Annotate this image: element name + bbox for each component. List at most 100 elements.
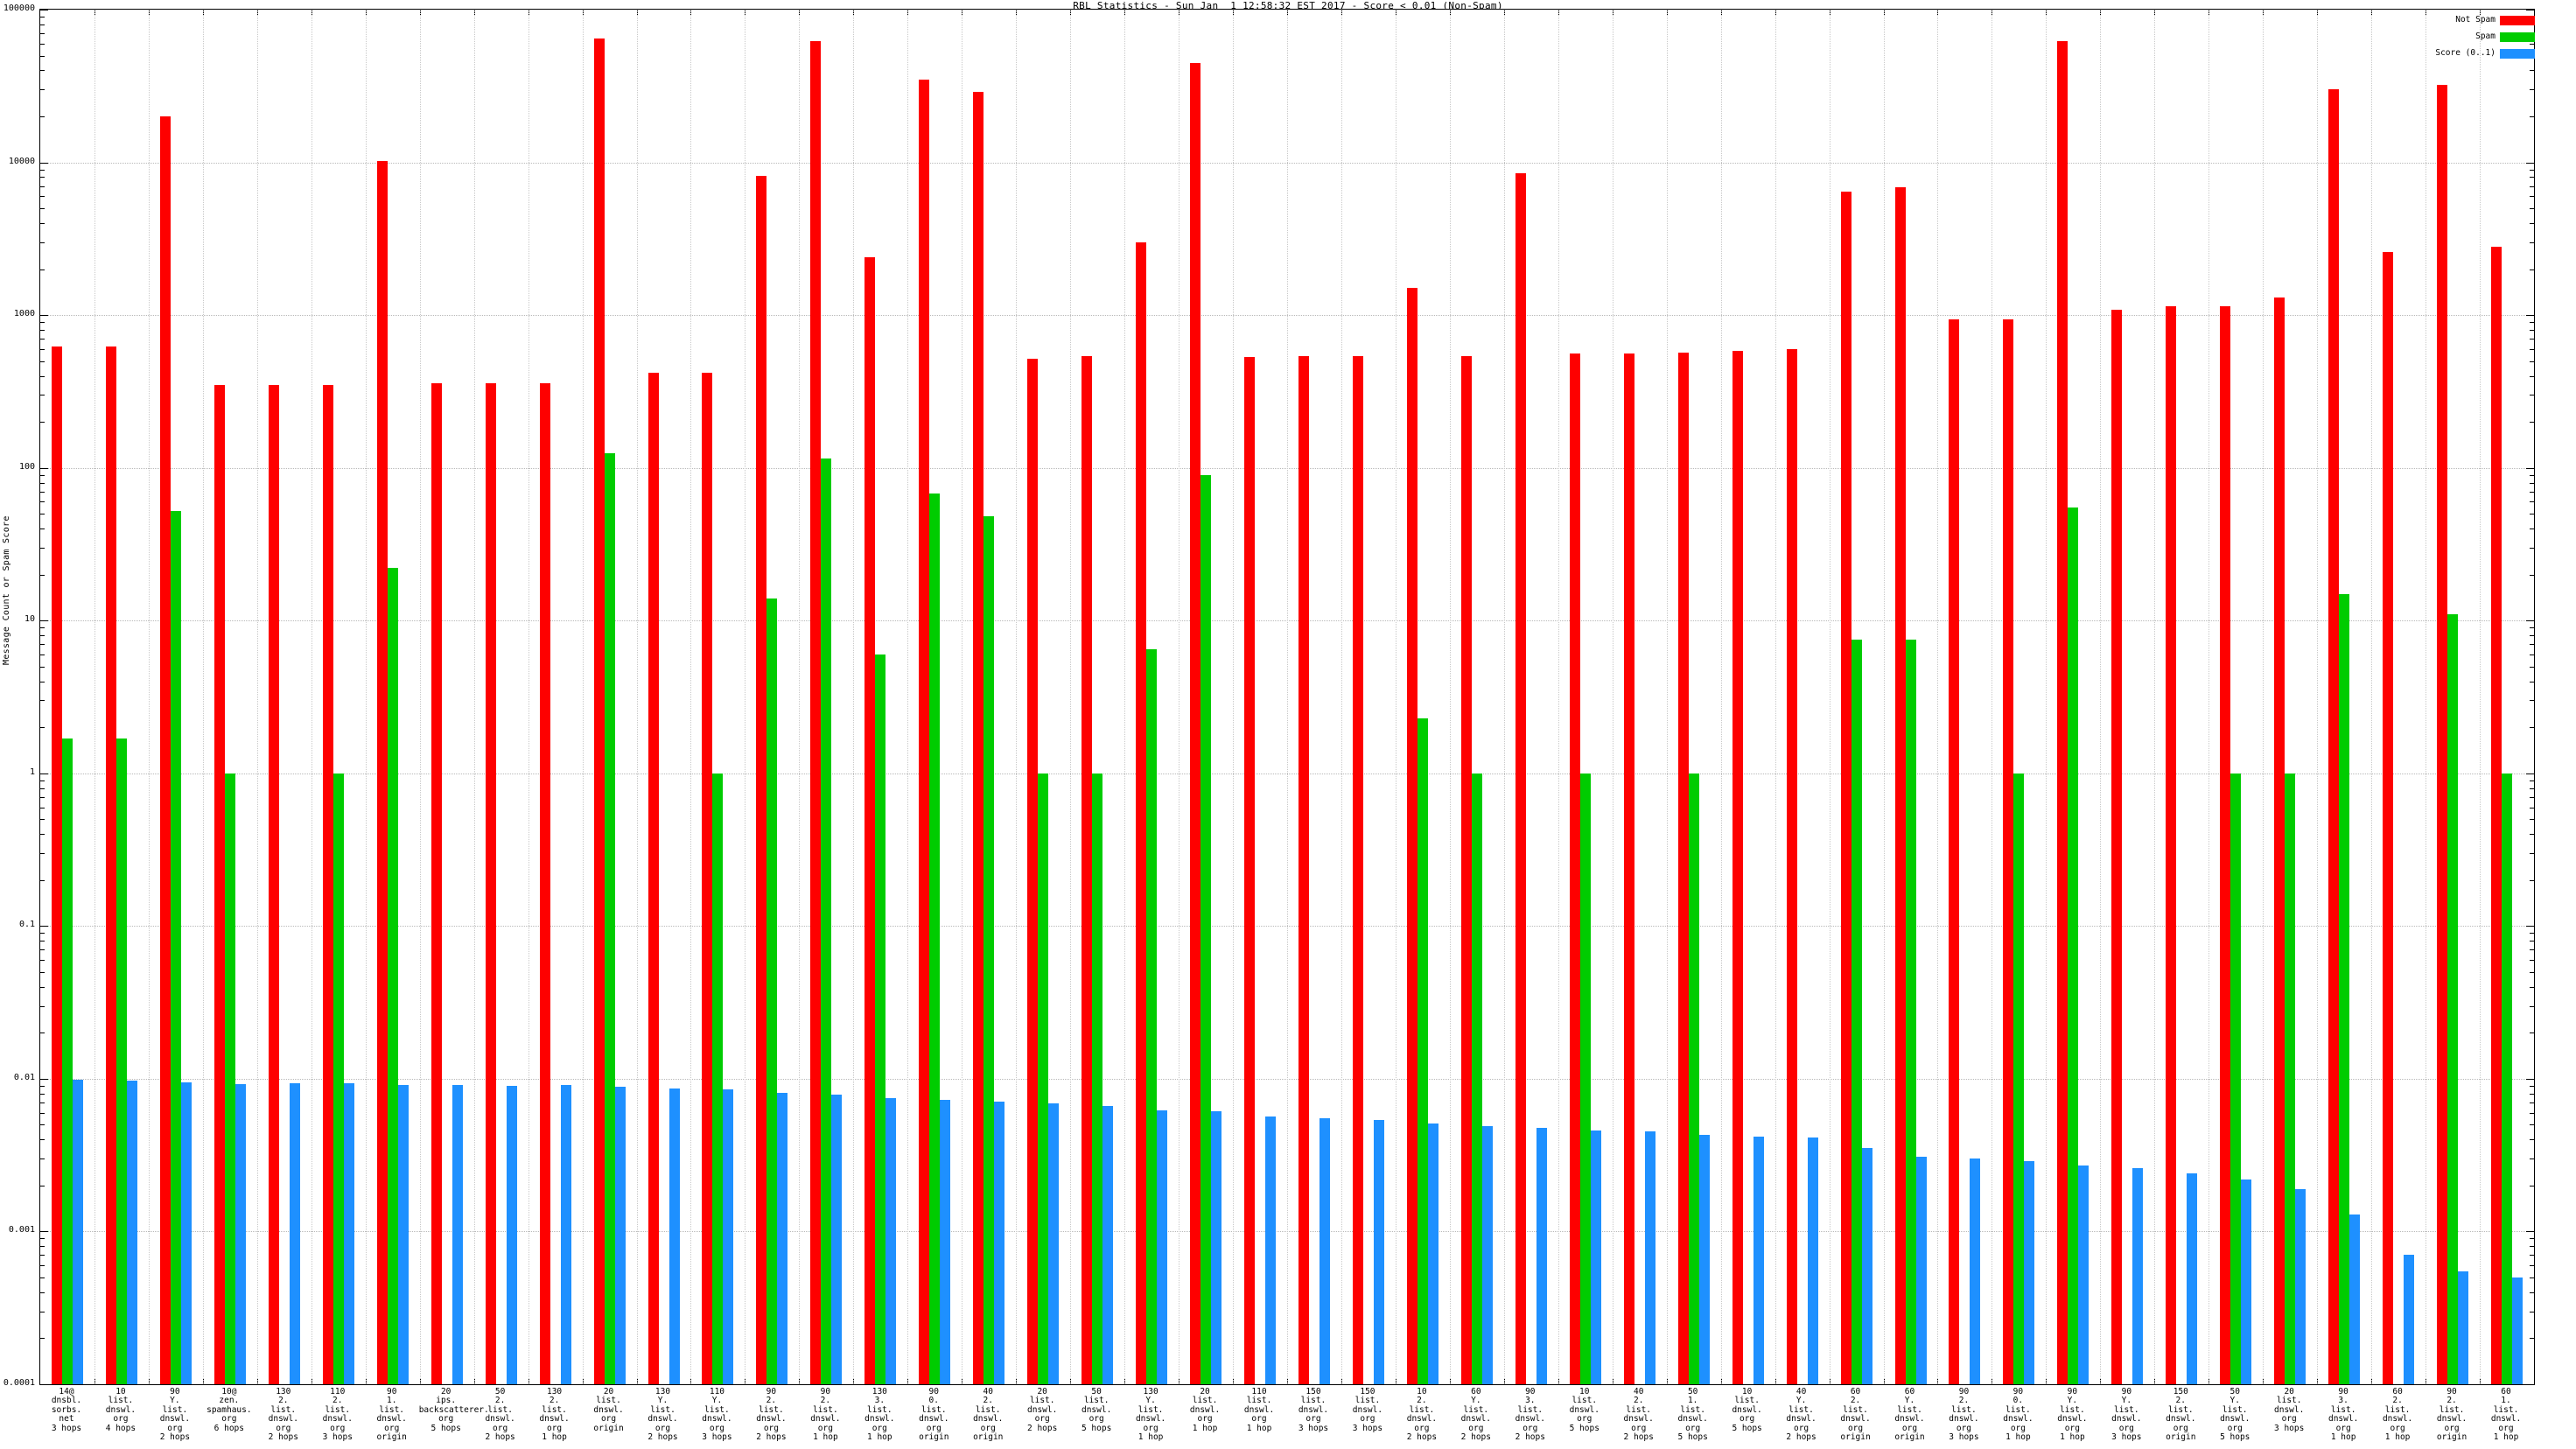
bar-not-spam	[1298, 355, 1309, 1384]
gridline-vertical	[2317, 10, 2319, 1384]
bar-score	[614, 1086, 626, 1384]
bar-score	[2078, 1166, 2090, 1384]
y-axis-minor-tick	[40, 24, 45, 25]
y-axis-minor-tick	[2530, 644, 2534, 646]
bar-score	[1265, 1116, 1277, 1384]
x-axis-tick-label: 10@ zen. spamhaus. org 6 hops	[206, 1387, 252, 1433]
y-axis-minor-tick	[40, 16, 45, 18]
bar-score	[2458, 1270, 2469, 1384]
y-axis-minor-tick	[2530, 322, 2534, 324]
y-axis-minor-tick	[2530, 635, 2534, 637]
gridline-vertical	[2208, 10, 2210, 1384]
bar-not-spam	[702, 372, 713, 1384]
x-axis-tick-label: 110 2. list. dnswl. org 3 hops	[322, 1387, 353, 1443]
bar-spam	[604, 452, 615, 1384]
x-axis-tick-label: 50 Y. list. dnswl. org 5 hops	[2220, 1387, 2250, 1443]
y-axis-minor-tick	[2530, 853, 2534, 855]
y-axis-minor-tick	[40, 89, 45, 91]
y-axis-minor-tick	[2530, 242, 2534, 243]
y-axis-tick	[40, 315, 48, 317]
x-axis-tick-label: 20 ips. backscatterer. org 5 hops	[418, 1387, 489, 1433]
y-axis-minor-tick	[40, 986, 45, 988]
bar-not-spam	[593, 38, 605, 1384]
y-axis-minor-tick	[2530, 780, 2534, 781]
gridline-vertical	[1937, 10, 1939, 1384]
bar-score	[1590, 1130, 1601, 1384]
y-axis-minor-tick	[40, 177, 45, 178]
y-axis-minor-tick	[40, 169, 45, 171]
y-axis-tick	[40, 1231, 48, 1233]
bar-score	[2241, 1179, 2252, 1384]
bar-score	[1915, 1156, 1927, 1384]
y-axis-minor-tick	[2530, 879, 2534, 881]
bar-score	[1319, 1118, 1330, 1384]
y-axis-minor-tick	[2530, 1292, 2534, 1293]
x-axis-tick-labels: 14@ dnsbl. sorbs. net 3 hops 10 list. dns…	[39, 1387, 2535, 1449]
chart-legend: Not Spam Spam Score (0..1)	[2407, 12, 2535, 62]
x-axis-tick-label: 60 Y. list. dnswl. org origin	[1894, 1387, 1925, 1443]
gridline-vertical	[636, 10, 638, 1384]
bar-spam	[821, 458, 832, 1384]
x-axis-tick-label: 40 2. list. dnswl. org origin	[973, 1387, 1004, 1443]
x-axis-tick-label: 50 2. list. dnswl. org 2 hops	[485, 1387, 515, 1443]
y-axis-minor-tick	[40, 330, 45, 332]
y-axis-minor-tick	[2530, 1112, 2534, 1114]
x-axis-tick-label: 50 list. dnswl. org 5 hops	[1081, 1387, 1112, 1433]
gridline-vertical	[528, 10, 529, 1384]
bar-not-spam	[1623, 354, 1634, 1384]
legend-label: Not Spam	[2455, 15, 2496, 24]
y-axis-minor-tick	[40, 796, 45, 798]
gridline-vertical	[419, 10, 421, 1384]
y-axis-tick-label: 0.1	[18, 920, 35, 930]
y-axis-minor-tick	[40, 644, 45, 646]
gridline-vertical	[907, 10, 909, 1384]
bar-score	[1753, 1136, 1764, 1384]
gridline-vertical	[1720, 10, 1722, 1384]
y-axis-minor-tick	[2530, 482, 2534, 484]
bar-spam	[332, 773, 344, 1384]
y-axis-minor-tick	[40, 196, 45, 198]
y-axis-minor-tick	[40, 834, 45, 836]
bar-not-spam	[1460, 355, 1472, 1384]
y-axis-minor-tick	[40, 186, 45, 187]
x-axis-tick-label: 150 list. dnswl. org 3 hops	[1298, 1387, 1329, 1433]
y-axis-minor-tick	[2530, 834, 2534, 836]
y-axis-tick	[40, 467, 48, 469]
gridline-vertical	[1287, 10, 1288, 1384]
y-axis-minor-tick	[2530, 196, 2534, 198]
x-axis-tick-label: 130 Y. list. dnswl. org 2 hops	[648, 1387, 678, 1443]
bar-not-spam	[1136, 242, 1147, 1384]
y-axis-minor-tick	[2530, 788, 2534, 789]
bar-score	[1807, 1138, 1818, 1384]
y-axis-tick-label: 0.0001	[3, 1378, 35, 1388]
x-axis-tick-label: 110 Y. list. dnswl. org 3 hops	[702, 1387, 732, 1443]
y-axis-tick	[40, 1078, 48, 1080]
gridline-vertical	[1558, 10, 1559, 1384]
y-axis-minor-tick	[40, 116, 45, 117]
legend-swatch	[2500, 32, 2535, 42]
y-axis-minor-tick	[40, 879, 45, 881]
y-axis-minor-tick	[40, 727, 45, 729]
y-axis-minor-tick	[40, 941, 45, 942]
bar-not-spam	[430, 382, 442, 1384]
bar-spam	[1092, 773, 1103, 1384]
x-axis-tick-label: 90 0. list. dnswl. org 1 hop	[2003, 1387, 2034, 1443]
gridline-vertical	[365, 10, 367, 1384]
bar-not-spam	[1569, 354, 1580, 1384]
bar-spam	[2230, 773, 2242, 1384]
y-axis-tick	[2526, 926, 2534, 928]
gridline-vertical	[1070, 10, 1072, 1384]
y-axis-minor-tick	[40, 55, 45, 57]
x-axis-tick-label: 90 2. list. dnswl. org origin	[2436, 1387, 2468, 1443]
bar-not-spam	[1352, 355, 1363, 1384]
y-axis-minor-tick	[2530, 43, 2534, 45]
x-axis-tick-label: 60 Y. list. dnswl. org 2 hops	[1460, 1387, 1491, 1443]
bar-score	[72, 1080, 83, 1384]
y-axis-minor-tick	[40, 1005, 45, 1007]
bar-score	[452, 1085, 463, 1384]
bar-spam	[984, 516, 995, 1384]
y-axis-minor-tick	[2530, 89, 2534, 91]
y-axis-minor-tick	[40, 933, 45, 934]
y-axis-minor-tick	[2530, 960, 2534, 962]
bar-not-spam	[756, 175, 767, 1384]
